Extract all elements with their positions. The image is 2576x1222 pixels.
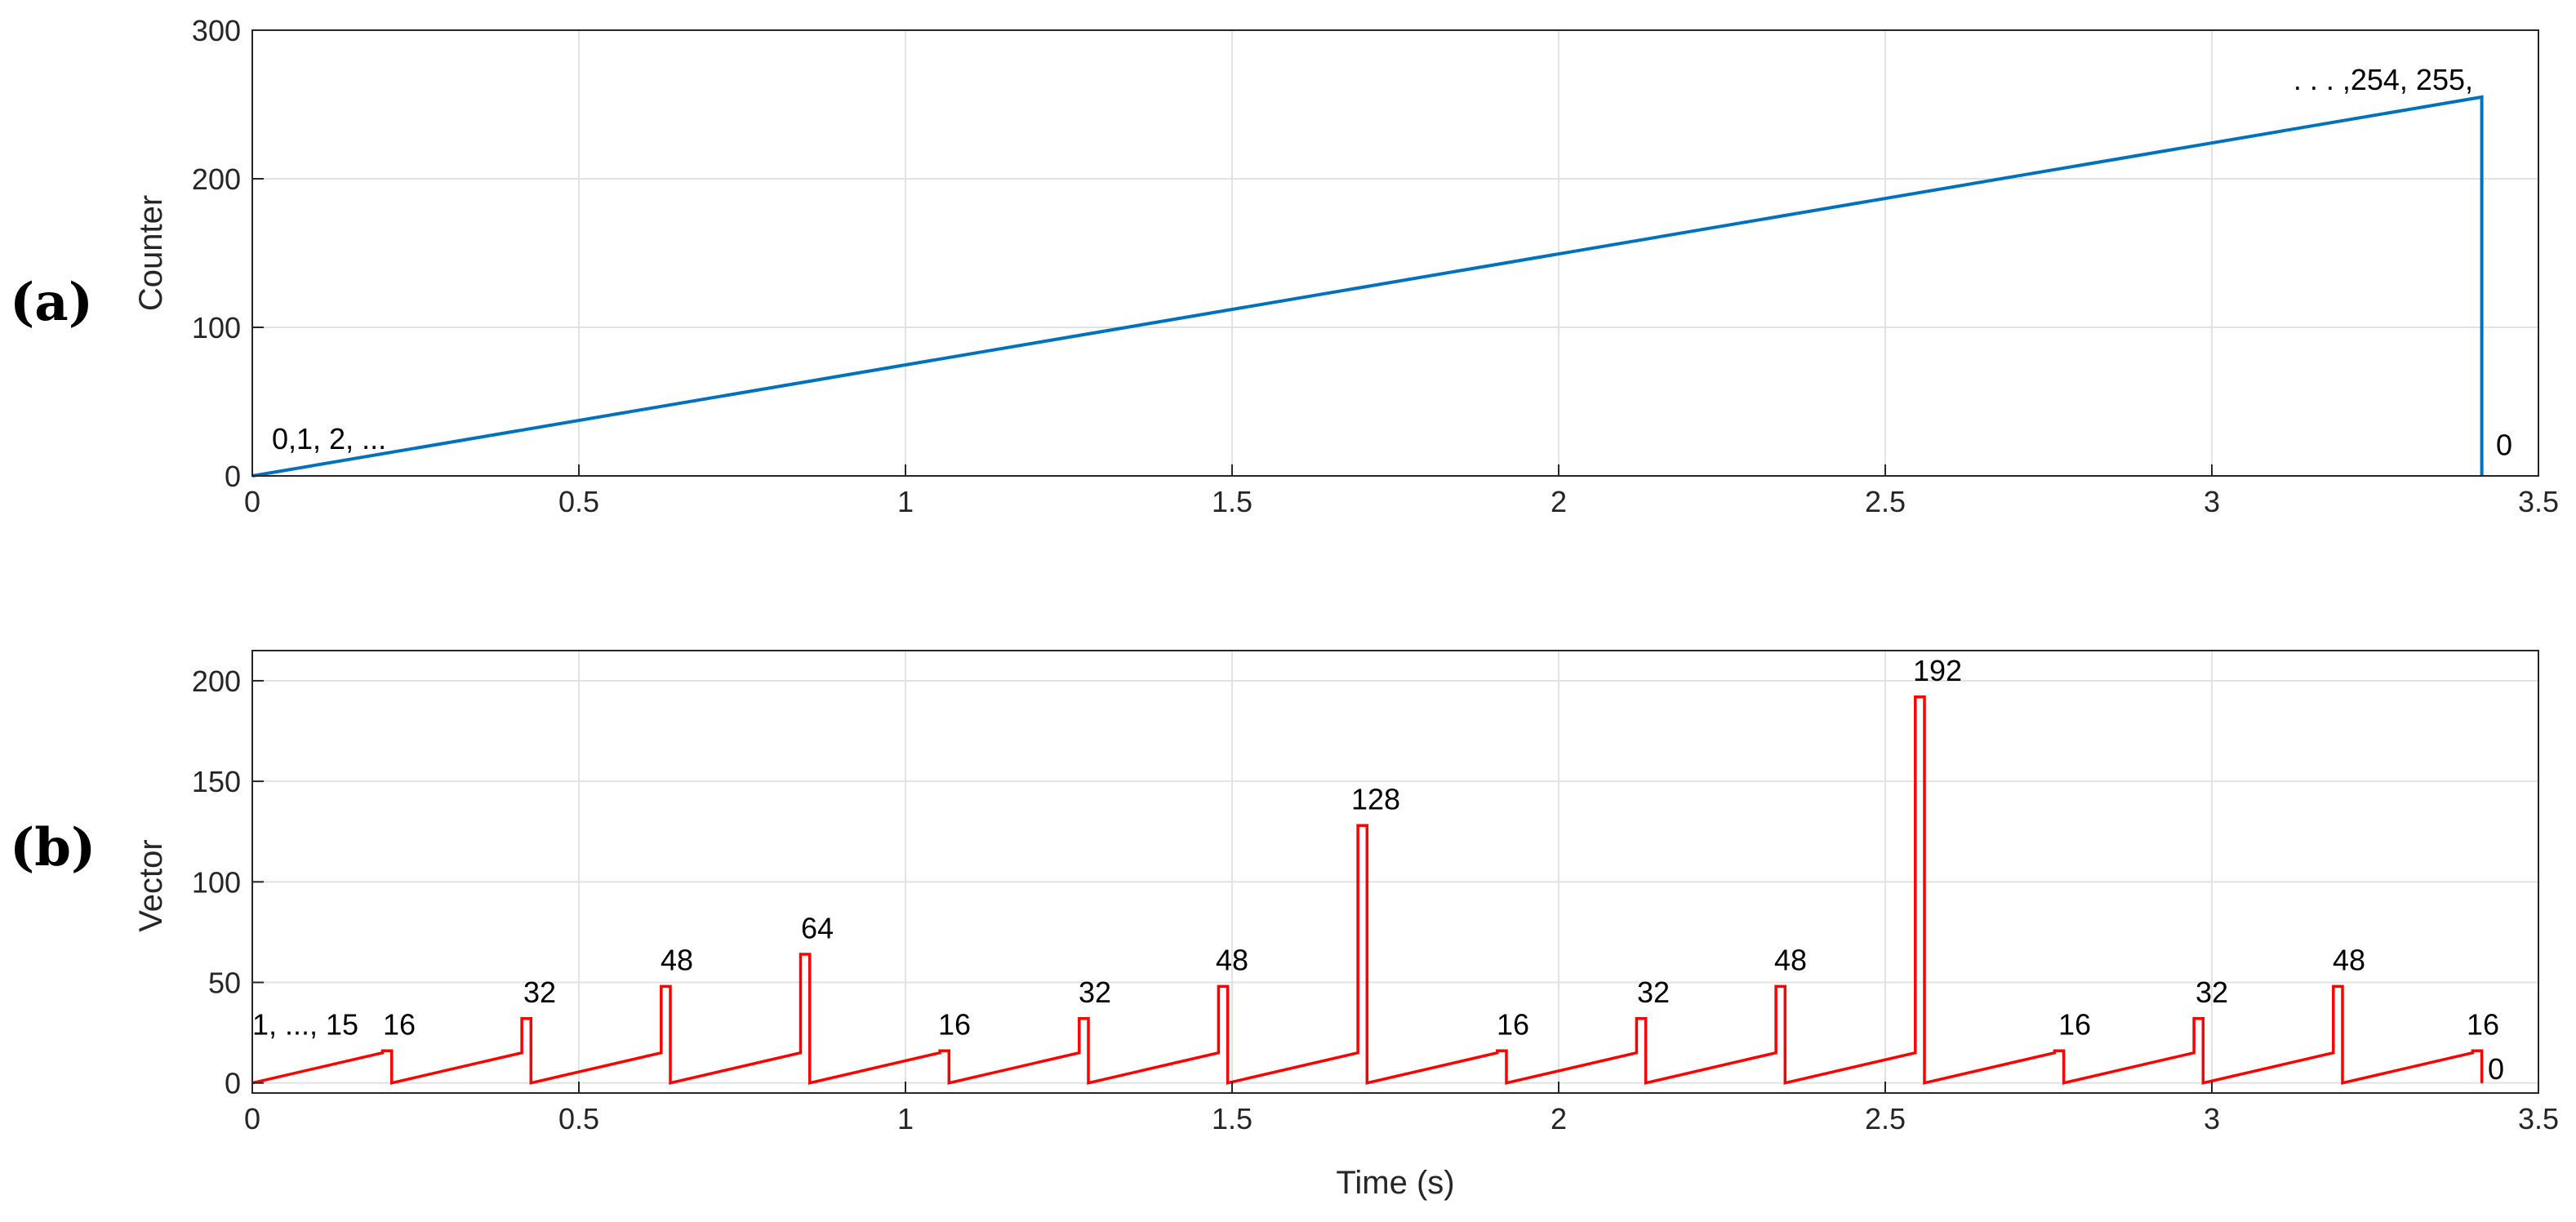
panel-a-xtick-label: 0.5 <box>558 485 599 518</box>
panel-a-axes-box <box>251 29 2539 477</box>
panel-b-annotation: 48 <box>1774 944 1807 977</box>
panel-b-xtick-label: 1.5 <box>1212 1102 1252 1135</box>
panel-b-xlabel: Time (s) <box>1336 1165 1454 1201</box>
panel-b-xtick-label: 3 <box>2204 1102 2220 1135</box>
panel-a-ytick-label: 200 <box>192 162 241 196</box>
panel-b-annotation: 16 <box>1497 1008 1529 1042</box>
panel-b-ytick-label: 0 <box>225 1067 241 1100</box>
panel-b-annotation: 1, ..., 15 <box>252 1008 358 1042</box>
panel-a-letter: (a) <box>10 272 93 333</box>
panel-b-grid <box>251 651 2539 1093</box>
panel-a-ytick-label: 300 <box>192 14 241 47</box>
panel-a-annotation: 0,1, 2, ... <box>272 422 386 455</box>
panel-b-ytick-label: 50 <box>208 966 241 1000</box>
panel-b-xtick-label: 1 <box>897 1102 914 1135</box>
panel-b-annotation: 32 <box>1079 975 1111 1009</box>
panel-a-xtick-label: 1.5 <box>1212 485 1252 518</box>
panel-b-ticks: 0 0.5 1 1.5 2 2.5 3 3.5 0 50 100 150 200 <box>192 664 2559 1135</box>
panel-a-xtick-label: 3.5 <box>2518 485 2559 518</box>
panel-b-annotation: 32 <box>2196 975 2228 1009</box>
panel-a-ytick-label: 0 <box>225 460 241 493</box>
panel-a-annotation: 0 <box>2496 429 2512 462</box>
panel-b-annotation: 192 <box>1913 654 1962 687</box>
panel-b-xtick-label: 0 <box>244 1102 260 1135</box>
panel-a-xtick-label: 2.5 <box>1865 485 1906 518</box>
panel-b-annotations: 1, ..., 15 16 32 48 64 16 32 48 128 16 32 48 192 16 32… <box>252 654 2504 1086</box>
panel-a-xtick-label: 3 <box>2204 485 2220 518</box>
panel-b-letter: (b) <box>10 817 96 878</box>
panel-b-annotation: 48 <box>661 944 693 977</box>
panel-a-xtick-label: 0 <box>244 485 260 518</box>
panel-b-xtick-label: 3.5 <box>2518 1102 2559 1135</box>
panel-b-xtick-label: 2.5 <box>1865 1102 1906 1135</box>
panel-b-annotation: 32 <box>523 975 556 1009</box>
panel-b-annotation: 16 <box>2467 1008 2499 1042</box>
panel-a-annotations: 0,1, 2, ... . . . ,254, 255, 0 <box>272 63 2512 462</box>
panel-a-annotation: . . . ,254, 255, <box>2293 63 2473 96</box>
panel-a-series <box>251 95 2484 478</box>
panel-b-ytick-label: 200 <box>192 664 241 698</box>
panel-b-xtick-label: 2 <box>1550 1102 1567 1135</box>
panel-b-ylabel: Vector <box>133 839 169 931</box>
panel-b-annotation: 48 <box>1216 944 1248 977</box>
panel-b-annotation: 32 <box>1637 975 1670 1009</box>
panel-a-xtick-label: 1 <box>897 485 914 518</box>
panel-b-annotation: 16 <box>2058 1008 2091 1042</box>
panel-b-series <box>251 695 2484 1085</box>
panel-a-ylabel: Counter <box>133 195 169 311</box>
panel-b-annotation: 48 <box>2333 944 2365 977</box>
panel-a-grid <box>251 29 2539 477</box>
panel-a-ytick-label: 100 <box>192 311 241 344</box>
panel-b-annotation: 0 <box>2488 1052 2504 1086</box>
panel-b-annotation: 16 <box>938 1008 971 1042</box>
panel-b-ytick-label: 150 <box>192 765 241 798</box>
panel-b-annotation: 64 <box>801 911 834 944</box>
counter-series-line <box>251 95 2484 478</box>
panel-b-xtick-label: 0.5 <box>558 1102 599 1135</box>
panel-b-axes-box <box>251 650 2539 1094</box>
panel-b-annotation: 16 <box>383 1008 416 1042</box>
panel-b-annotation: 128 <box>1351 783 1400 816</box>
panel-a-xtick-label: 2 <box>1550 485 1567 518</box>
vector-series-line <box>251 695 2484 1085</box>
panel-b-ytick-label: 100 <box>192 865 241 899</box>
